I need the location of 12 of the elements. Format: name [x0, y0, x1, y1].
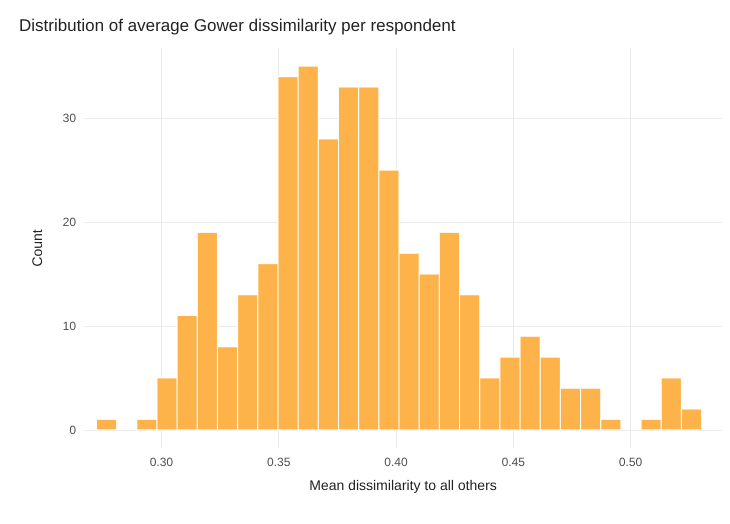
x-tick-label: 0.50: [618, 455, 643, 469]
x-tick-label: 0.40: [384, 455, 408, 469]
x-tick-label: 0.45: [502, 455, 526, 469]
y-tick-label: 10: [62, 318, 76, 333]
x-tick-label: 0.30: [150, 455, 174, 469]
x-tick-label: 0.35: [267, 455, 291, 469]
y-axis-title: Count: [29, 229, 45, 267]
chart-title: Distribution of average Gower dissimilarity per respondent: [19, 16, 456, 35]
y-tick-label: 20: [62, 215, 76, 230]
x-axis-title: Mean dissimilarity to all others: [309, 477, 497, 493]
y-tick-label: 0: [69, 422, 76, 437]
y-tick-label: 30: [62, 111, 76, 126]
